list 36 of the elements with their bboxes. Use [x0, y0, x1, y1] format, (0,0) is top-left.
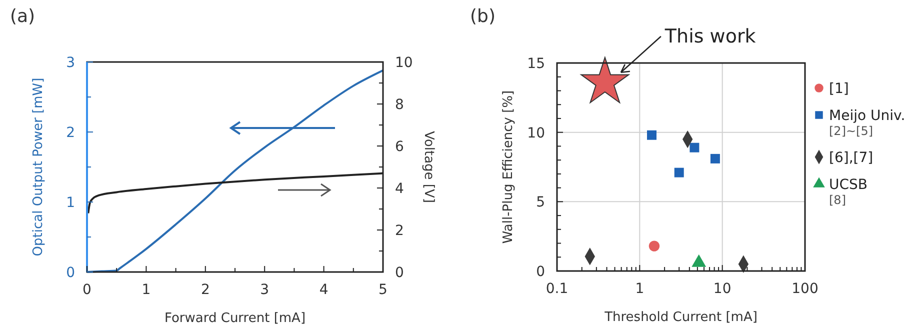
- x-tick-label: 3: [260, 282, 270, 298]
- y-tick-label: 0: [66, 265, 75, 281]
- y-tick-label: 10: [527, 125, 545, 142]
- chart-title: (b): [470, 6, 496, 27]
- y-tick-label: 1: [66, 195, 75, 211]
- y2-tick-label: 6: [395, 139, 404, 155]
- y2-axis-title: Voltage [V]: [421, 131, 436, 203]
- legend-label: [1]: [829, 81, 849, 97]
- y-tick-label: 5: [536, 194, 545, 211]
- y2-tick-label: 2: [395, 223, 404, 239]
- x-tick-label: 1: [635, 281, 644, 297]
- y-tick-label: 15: [527, 56, 545, 72]
- x-tick-label: 0: [82, 282, 92, 298]
- y-axis-title: Wall-Plug Efficiency [%]: [501, 90, 516, 244]
- x-tick-label: 10: [713, 281, 732, 297]
- y-axis-title: Optical Output Power [mW]: [31, 78, 46, 256]
- x-axis-title: Threshold Current [mA]: [604, 310, 758, 325]
- y2-tick-label: 4: [395, 181, 404, 197]
- x-tick-label: 1: [142, 282, 151, 298]
- y-tick-label: 0: [536, 264, 545, 280]
- legend-label: UCSB [8]: [829, 177, 868, 207]
- x-tick-label: 2: [200, 282, 210, 298]
- chart-title: (a): [10, 6, 36, 27]
- text: This work: [664, 25, 756, 48]
- legend-label: [6],[7]: [829, 150, 874, 166]
- y-tick-label: 3: [66, 55, 75, 71]
- y2-tick-label: 0: [395, 265, 404, 281]
- x-tick-label: 100: [792, 281, 818, 297]
- y2-tick-label: 8: [395, 97, 404, 113]
- y2-tick-label: 10: [395, 55, 413, 71]
- legend-label: Meijo Univ. [2]~[5]: [829, 108, 906, 138]
- x-axis-title: Forward Current [mA]: [164, 311, 306, 326]
- y-tick-label: 2: [66, 125, 75, 141]
- x-tick-label: 4: [319, 282, 328, 298]
- x-tick-label: 5: [378, 282, 388, 298]
- x-tick-label: 0.1: [546, 281, 568, 297]
